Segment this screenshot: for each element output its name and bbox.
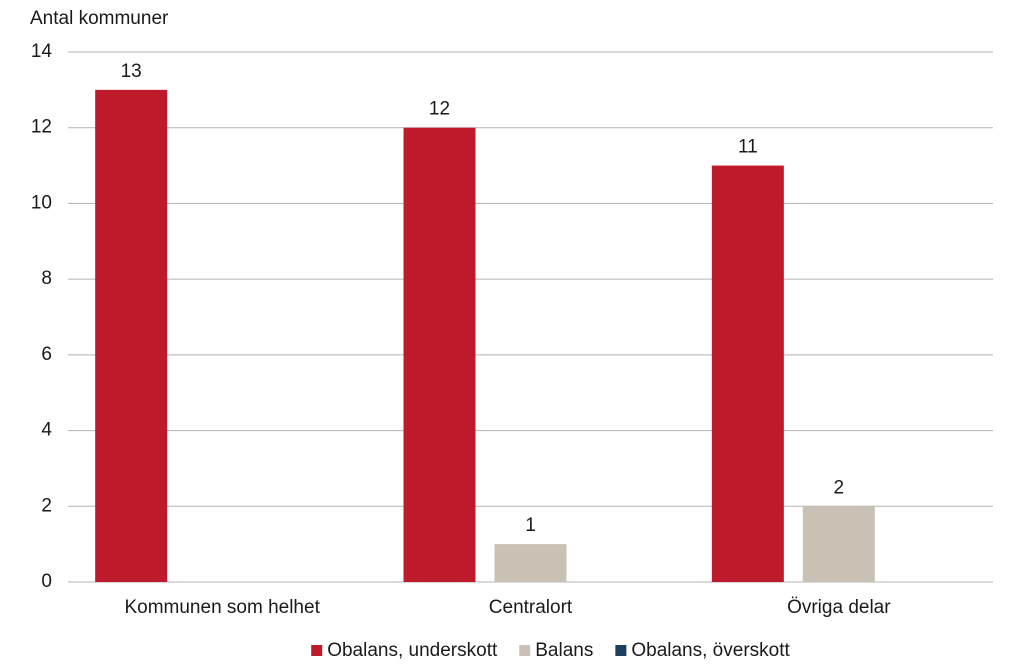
legend-label: Obalans, underskott bbox=[327, 640, 498, 661]
y-tick-label: 0 bbox=[41, 571, 52, 592]
y-tick-label: 8 bbox=[41, 268, 52, 289]
y-tick-label: 4 bbox=[41, 420, 52, 441]
y-tick-label: 12 bbox=[31, 117, 52, 138]
x-tick-label: Kommunen som helhet bbox=[124, 597, 320, 618]
y-tick-label: 6 bbox=[41, 344, 52, 365]
bar bbox=[95, 89, 168, 582]
data-label: 11 bbox=[738, 137, 758, 158]
bar bbox=[711, 165, 784, 583]
data-label: 2 bbox=[834, 477, 845, 498]
y-tick-label: 10 bbox=[31, 192, 52, 213]
y-axis-label: Antal kommuner bbox=[30, 8, 169, 29]
legend-swatch bbox=[615, 645, 627, 656]
bar bbox=[494, 544, 567, 582]
y-tick-label: 14 bbox=[31, 41, 53, 62]
data-label: 1 bbox=[525, 515, 536, 536]
y-tick-label: 2 bbox=[41, 495, 52, 516]
data-label: 12 bbox=[429, 99, 450, 120]
bar bbox=[403, 127, 476, 582]
legend-label: Balans bbox=[535, 640, 593, 661]
legend-swatch bbox=[519, 645, 531, 656]
x-tick-label: Centralort bbox=[489, 597, 573, 618]
x-tick-label: Övriga delar bbox=[787, 597, 891, 618]
bar bbox=[802, 506, 875, 582]
legend-label: Obalans, överskott bbox=[631, 640, 790, 661]
data-label: 13 bbox=[121, 61, 142, 82]
legend-swatch bbox=[311, 645, 323, 656]
